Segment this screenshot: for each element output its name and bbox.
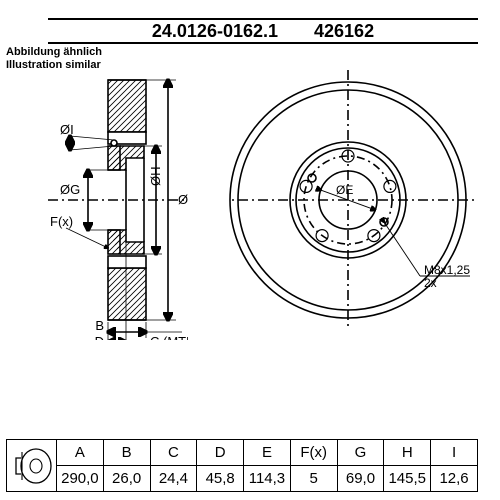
val-B: 26,0: [103, 466, 150, 492]
drawing-area: ØA ØH ØG ØI F(x) B D C (MTH): [48, 60, 478, 408]
val-F: 5: [290, 466, 337, 492]
side-section-view: ØA ØH ØG ØI F(x) B D C (MTH): [48, 60, 188, 340]
val-G: 69,0: [337, 466, 384, 492]
part-number: 24.0126-0162.1: [152, 21, 278, 42]
val-A: 290,0: [57, 466, 104, 492]
dim-D: D: [95, 334, 104, 340]
spec-table: A B C D E F(x) G H I 290,0 26,0 24,4 45,…: [6, 439, 478, 492]
thread-callout-2: 2x: [424, 276, 437, 290]
dim-G: ØG: [60, 182, 80, 197]
spec-header-row: A B C D E F(x) G H I: [7, 440, 478, 466]
disc-icon-cell: [7, 440, 57, 492]
val-C: 24,4: [150, 466, 197, 492]
dim-F: F(x): [50, 214, 73, 229]
dim-I: ØI: [60, 122, 74, 137]
illus-line1: Abbildung ähnlich: [6, 46, 102, 59]
col-G: G: [337, 440, 384, 466]
col-C: C: [150, 440, 197, 466]
front-face-view: ØE M8x1,25 2x: [228, 60, 488, 340]
dim-E: ØE: [336, 183, 353, 197]
col-E: E: [244, 440, 291, 466]
val-E: 114,3: [244, 466, 291, 492]
dim-A: ØA: [178, 192, 188, 207]
col-F: F(x): [290, 440, 337, 466]
dim-C: C (MTH): [150, 334, 188, 340]
spec-value-row: 290,0 26,0 24,4 45,8 114,3 5 69,0 145,5 …: [7, 466, 478, 492]
val-I: 12,6: [431, 466, 478, 492]
dim-H: ØH: [148, 167, 163, 187]
thread-callout-1: M8x1,25: [424, 263, 470, 277]
dim-B: B: [95, 318, 104, 333]
col-A: A: [57, 440, 104, 466]
brake-disc-icon: [10, 446, 54, 486]
col-D: D: [197, 440, 244, 466]
col-I: I: [431, 440, 478, 466]
part-header: 24.0126-0162.1 426162: [48, 18, 478, 44]
val-H: 145,5: [384, 466, 431, 492]
col-B: B: [103, 440, 150, 466]
val-D: 45,8: [197, 466, 244, 492]
col-H: H: [384, 440, 431, 466]
short-code: 426162: [314, 21, 374, 42]
